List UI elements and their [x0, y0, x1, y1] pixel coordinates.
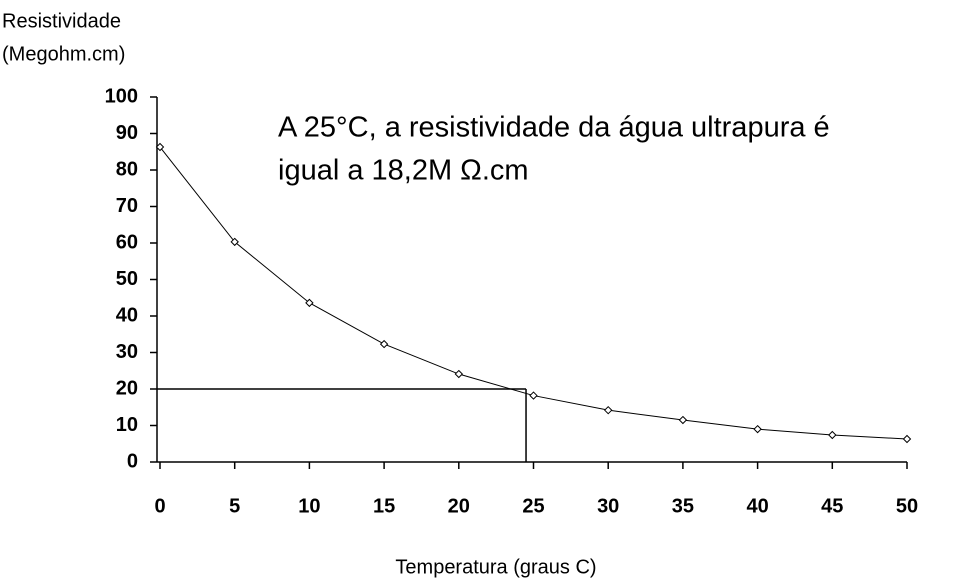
marker	[828, 430, 837, 440]
y-axis-label: Resistividade	[2, 10, 121, 32]
x-tick-label: 15	[373, 495, 395, 517]
x-tick-label: 45	[821, 495, 843, 517]
x-tick-label: 35	[672, 495, 694, 517]
x-axis-label: Temperatura (graus C)	[395, 556, 596, 578]
y-tick-label: 40	[116, 304, 138, 326]
y-tick-label: 60	[116, 231, 138, 253]
x-tick-label: 0	[154, 495, 165, 517]
marker	[230, 237, 239, 247]
marker	[454, 369, 464, 379]
marker	[155, 142, 165, 152]
marker	[753, 424, 762, 434]
marker	[379, 339, 389, 349]
marker	[902, 434, 912, 444]
x-tick-label: 25	[522, 495, 544, 517]
y-tick-label: 100	[105, 85, 138, 107]
y-tick-label: 30	[116, 341, 138, 363]
x-tick-label: 5	[229, 495, 240, 517]
x-tick-label: 20	[448, 495, 470, 517]
marker	[305, 298, 314, 308]
y-tick-label: 20	[116, 377, 138, 399]
x-tick-label: 50	[896, 495, 918, 517]
x-tick-label: 40	[746, 495, 768, 517]
x-tick-label: 10	[298, 495, 320, 517]
y-tick-label: 0	[127, 450, 138, 472]
annotation: A 25°C, a resistividade da água ultrapur…	[278, 112, 830, 144]
annotation: igual a 18,2M Ω.cm	[278, 155, 529, 187]
y-tick-label: 90	[116, 122, 138, 144]
y-tick-label: 80	[116, 158, 138, 180]
marker	[678, 415, 688, 425]
y-axis-label: (Megohm.cm)	[2, 43, 125, 65]
y-tick-label: 70	[116, 195, 138, 217]
marker	[603, 405, 613, 415]
x-tick-label: 30	[597, 495, 619, 517]
marker	[529, 391, 538, 400]
y-tick-label: 50	[116, 268, 138, 290]
y-tick-label: 10	[116, 414, 138, 436]
